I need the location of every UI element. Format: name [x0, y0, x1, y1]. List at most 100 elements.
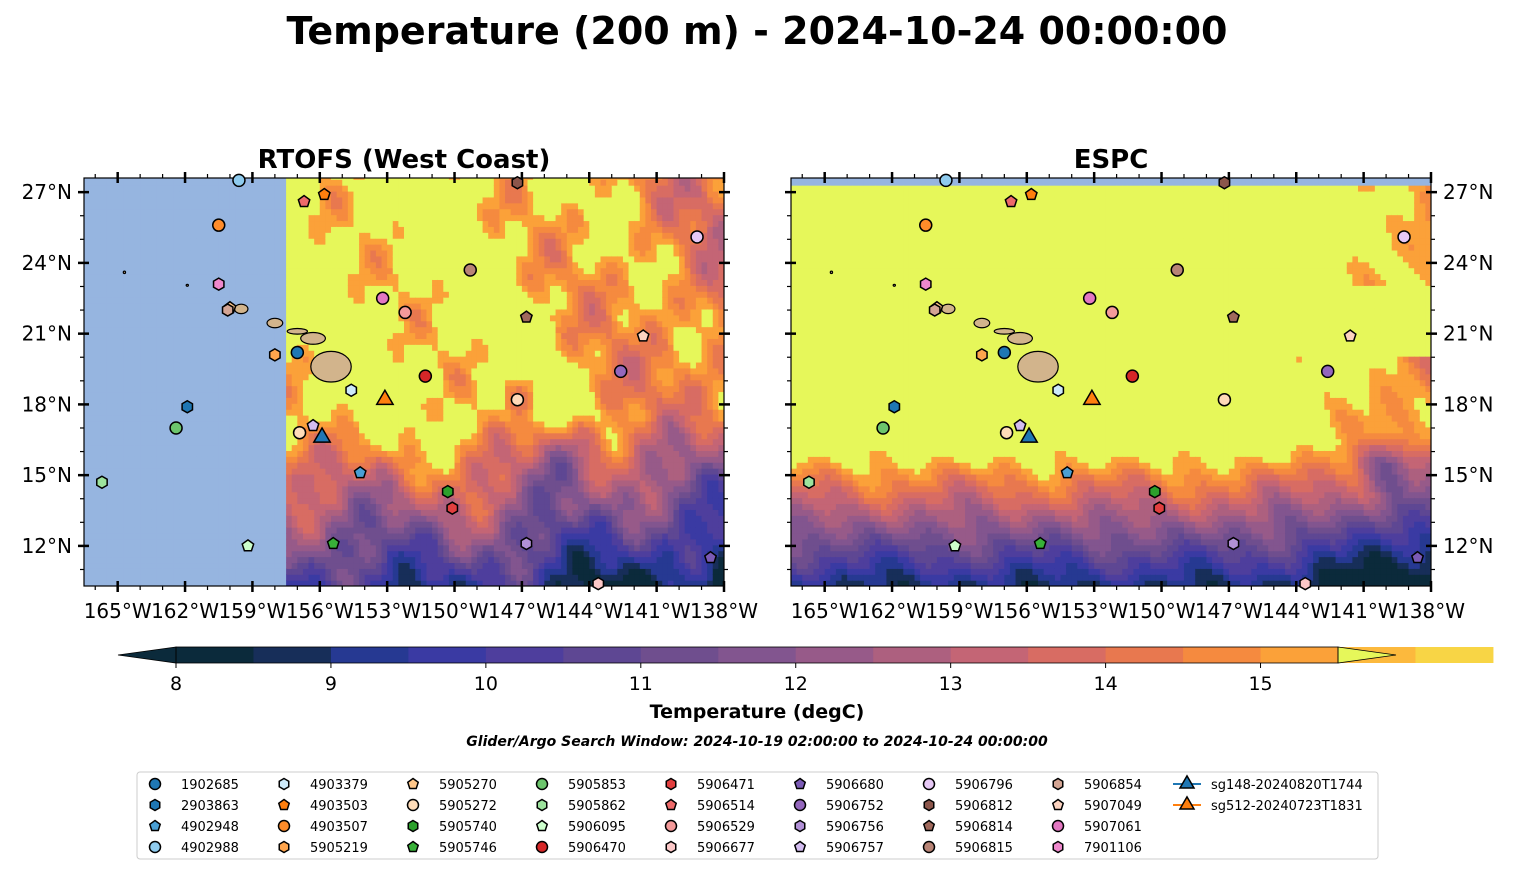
float-marker-5906680 — [703, 550, 718, 564]
legend-item: 5906514 — [664, 798, 755, 814]
island — [1007, 331, 1034, 345]
legend-item: 5906815 — [922, 840, 1013, 856]
temperature-field-rtofs — [84, 178, 724, 586]
float-marker-5906814 — [519, 310, 533, 323]
float-marker-5906757 — [1013, 418, 1027, 432]
legend-marker-5906756 — [794, 819, 806, 833]
legend-item: 5906677 — [665, 840, 755, 856]
legend-marker-4902948 — [148, 819, 162, 832]
colorbar-bin — [330, 647, 409, 663]
legend-item: 5906470 — [535, 840, 626, 856]
legend-item: 5906812 — [923, 798, 1013, 814]
glider-marker-sg512-20240723T1831 — [375, 388, 395, 406]
legend-item: 1902685 — [148, 777, 239, 793]
colorbar-bin — [176, 647, 254, 663]
float-marker-5906514 — [1004, 194, 1018, 208]
colorbar-tick-label: 10 — [474, 673, 498, 695]
legend-label: 5906095 — [568, 820, 626, 835]
float-markers — [96, 173, 718, 591]
colorbar-tick-label: 13 — [939, 673, 963, 695]
colorbar-tick-label: 15 — [1248, 673, 1272, 695]
lat-tick-label: 18°N — [1443, 392, 1493, 416]
legend-label: 5907049 — [1084, 799, 1142, 814]
island — [993, 327, 1016, 335]
lon-tick-label: 144°W — [555, 599, 623, 623]
legend-label: 1902685 — [181, 778, 239, 793]
lon-tick-label: 156°W — [286, 599, 354, 623]
lon-tick-label: 165°W — [791, 599, 859, 623]
legend-item: 5905862 — [536, 798, 626, 814]
legend-label: 5905853 — [568, 778, 626, 793]
colorbar-tick-label: 9 — [325, 673, 337, 695]
legend-label: 5906854 — [1084, 778, 1142, 793]
colorbar-bin — [718, 647, 797, 663]
legend-label: 5905270 — [439, 778, 497, 793]
float-marker-5906529 — [398, 305, 412, 320]
float-markers — [803, 173, 1425, 591]
legend-marker-5906680 — [793, 777, 807, 790]
legend-marker-5906815 — [922, 840, 936, 854]
legend-label: 5906815 — [955, 841, 1013, 856]
map-frame — [83, 177, 725, 587]
legend-label: 5906514 — [697, 799, 755, 814]
colorbar-bin — [873, 647, 952, 663]
lon-tick-label: 159°W — [925, 599, 993, 623]
legend-marker-5906529 — [664, 819, 678, 833]
lon-tick-label: 144°W — [1262, 599, 1330, 623]
colorbar-bin — [408, 647, 487, 663]
island — [185, 283, 190, 287]
legend-item: 5905270 — [406, 777, 497, 793]
float-marker-5906095 — [241, 538, 255, 552]
legend-marker-5906854 — [1052, 777, 1064, 791]
legend-label: 5906680 — [826, 778, 884, 793]
map-panels: RTOFS (West Coast)165°W 162°W 159°W 156°W 15… — [22, 145, 1494, 623]
lon-tick-label: 138°W — [690, 599, 758, 623]
float-marker-5905746 — [1033, 536, 1047, 550]
temperature-field-espc — [791, 178, 1431, 586]
legend-item: 5906854 — [1052, 777, 1142, 793]
legend-label: 5906470 — [568, 841, 626, 856]
float-marker-5906471 — [1153, 501, 1166, 516]
float-marker-5906677 — [592, 576, 605, 591]
legend-label: sg148-20240820T1744 — [1211, 778, 1363, 793]
float-marker-4903379 — [1052, 383, 1065, 398]
colorbar-bin — [1260, 647, 1339, 663]
legend-marker-5906757 — [793, 840, 807, 853]
search-window-caption: Glider/Argo Search Window: 2024-10-19 02… — [466, 734, 1048, 750]
legend-label: 4902988 — [181, 841, 239, 856]
legend-item: 7901106 — [1052, 840, 1142, 856]
glider-marker-sg512-20240723T1831 — [1082, 388, 1102, 406]
colorbar-tick-label: 14 — [1094, 673, 1118, 695]
float-marker-5906812 — [511, 175, 524, 190]
colorbar-label: Temperature (degC) — [650, 701, 865, 723]
lat-tick-label: 15°N — [22, 463, 72, 487]
panel-title: ESPC — [1074, 145, 1149, 175]
legend-item: 4903507 — [277, 819, 368, 835]
float-marker-5906814 — [1226, 310, 1240, 323]
glider-marker-sg148-20240820T1744 — [312, 426, 332, 443]
float-marker-5907061 — [1082, 291, 1097, 306]
legend-label: 4903379 — [310, 778, 368, 793]
lon-tick-label: 141°W — [623, 599, 691, 623]
lon-tick-label: 162°W — [151, 599, 219, 623]
lon-tick-label: 147°W — [1195, 599, 1263, 623]
legend-marker-5905272 — [406, 798, 420, 812]
float-marker-5907049 — [636, 329, 650, 342]
float-marker-5906514 — [297, 194, 311, 208]
float-marker-5906470 — [1125, 369, 1140, 383]
float-marker-1902685 — [997, 345, 1012, 360]
island — [310, 350, 352, 383]
colorbar-bin — [640, 647, 719, 663]
colorbar-bin — [1183, 647, 1262, 663]
legend-label: 7901106 — [1084, 841, 1142, 856]
legend-label: 5905740 — [439, 820, 497, 835]
lon-tick-label: 159°W — [218, 599, 286, 623]
legend-marker-4902988 — [148, 840, 162, 854]
float-marker-5906680 — [1410, 550, 1425, 564]
float-marker-4903507 — [918, 218, 933, 232]
legend-label: 5906756 — [826, 820, 884, 835]
float-marker-4902988 — [939, 173, 953, 188]
legend-label: 5906814 — [955, 820, 1013, 835]
legend-label: 4903503 — [310, 799, 368, 814]
legend-label: 5905862 — [568, 799, 626, 814]
